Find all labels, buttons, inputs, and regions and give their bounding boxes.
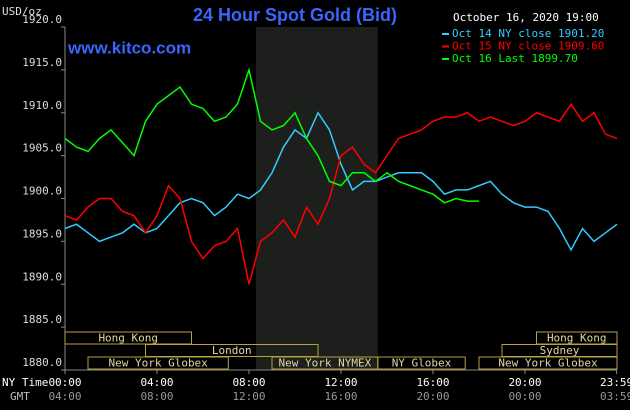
legend-label: Oct 15 NY close 1909.60 <box>452 40 604 53</box>
session-box <box>87 356 229 370</box>
session-box <box>478 356 618 370</box>
series-line <box>64 67 479 204</box>
x-tick-label: 00:00 <box>48 376 81 389</box>
gmt-tick-label: 12:00 <box>232 390 265 403</box>
x-tick-label: 12:00 <box>324 376 357 389</box>
session-box <box>377 356 466 370</box>
y-tick-label: 1905.0 <box>22 142 62 155</box>
gmt-tick-label: 20:00 <box>416 390 449 403</box>
session-label: Hong Kong <box>547 332 607 345</box>
session-label: London <box>212 344 252 357</box>
x-tick-label: 08:00 <box>232 376 265 389</box>
session-label: Sydney <box>540 344 580 357</box>
legend-label: Oct 16 Last 1899.70 <box>452 52 578 65</box>
x-row-label: GMT <box>10 390 30 403</box>
session-label: NY Globex <box>392 357 452 370</box>
y-tick-label: 1880.0 <box>22 356 62 369</box>
session-label: New York NYMEX <box>279 357 372 370</box>
session-label: New York Globex <box>108 357 208 370</box>
y-tick-label: 1915.0 <box>22 56 62 69</box>
y-tick-label: 1920.0 <box>22 13 62 26</box>
y-tick-label: 1890.0 <box>22 270 62 283</box>
x-tick-label: 20:00 <box>508 376 541 389</box>
session-label: Hong Kong <box>98 332 158 345</box>
y-tick-label: 1900.0 <box>22 185 62 198</box>
gmt-tick-label: 04:00 <box>48 390 81 403</box>
gmt-tick-label: 16:00 <box>324 390 357 403</box>
gmt-tick-label: 08:00 <box>140 390 173 403</box>
x-tick-label: 04:00 <box>140 376 173 389</box>
timestamp: October 16, 2020 19:00 <box>453 11 599 24</box>
chart-title: 24 Hour Spot Gold (Bid) <box>193 5 397 25</box>
gmt-tick-label: 00:00 <box>508 390 541 403</box>
y-tick-label: 1885.0 <box>22 313 62 326</box>
series-line <box>64 102 618 285</box>
unit-label: USD/oz <box>2 5 42 18</box>
y-tick-label: 1895.0 <box>22 227 62 240</box>
series-line <box>64 111 618 252</box>
highlight-region <box>255 27 378 370</box>
gmt-tick-label: 03:59 <box>600 390 630 403</box>
x-tick-label: 16:00 <box>416 376 449 389</box>
session-label: New York Globex <box>498 357 598 370</box>
session-box <box>145 344 319 357</box>
legend-label: Oct 14 NY close 1901.20 <box>452 27 604 40</box>
website: www.kitco.com <box>67 38 191 57</box>
session-box <box>64 331 192 345</box>
x-tick-label: 23:59 <box>600 376 630 389</box>
y-tick-label: 1910.0 <box>22 99 62 112</box>
x-row-label: NY Time <box>2 376 48 389</box>
